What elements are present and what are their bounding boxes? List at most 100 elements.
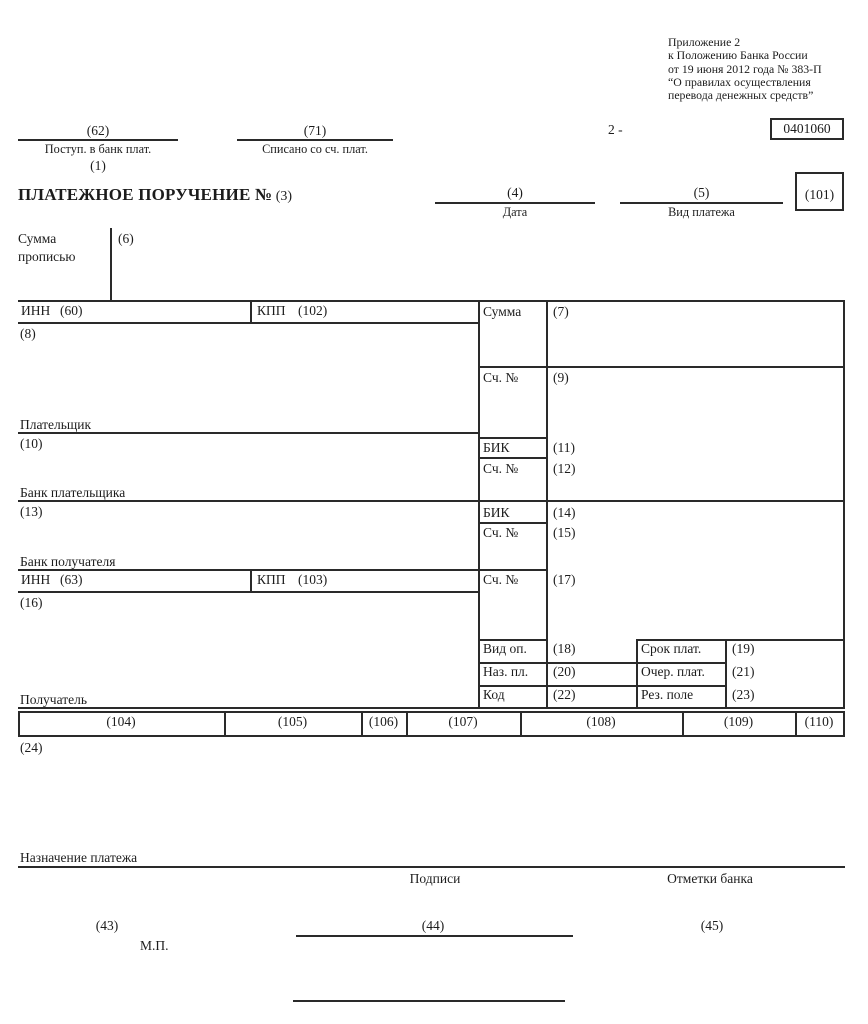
rule xyxy=(18,711,845,713)
rule xyxy=(725,639,727,709)
rule xyxy=(250,569,252,593)
field-12-payer-bank-acct: (12) xyxy=(553,461,576,476)
field-19-pay-term: (19) xyxy=(732,641,755,656)
appendix-line: от 19 июня 2012 года № 383-П xyxy=(668,61,822,76)
amount-label: Сумма xyxy=(483,304,522,319)
field-104: (104) xyxy=(106,714,136,729)
field-62-received-date: (62) xyxy=(86,123,110,138)
field-102-payer-kpp: (102) xyxy=(298,303,328,318)
payee-inn-label: ИНН xyxy=(21,572,51,587)
field-3: (3) xyxy=(275,189,293,204)
field-106: (106) xyxy=(368,714,399,729)
rule xyxy=(18,591,478,593)
rule xyxy=(478,685,727,687)
field-9-payer-account: (9) xyxy=(553,370,569,385)
form-code: 0401060 xyxy=(783,121,831,136)
rule xyxy=(478,437,548,439)
rule xyxy=(18,707,845,709)
rule xyxy=(478,522,548,524)
rule xyxy=(546,300,548,709)
rule xyxy=(520,711,522,737)
appendix-line: Приложение 2 xyxy=(668,35,741,49)
purpose-caption: Назначение платежа xyxy=(20,850,138,865)
field-60-payer-inn: (60) xyxy=(60,303,83,318)
payer-account-label: Сч. № xyxy=(483,370,519,385)
pay-term-label: Срок плат. xyxy=(641,641,702,656)
payee-bank-acct-label: Сч. № xyxy=(483,525,519,540)
rule xyxy=(636,639,638,709)
rule xyxy=(361,711,363,737)
field-11-payer-bank-bic: (11) xyxy=(553,440,575,455)
rule xyxy=(18,866,845,868)
payee-bank-bic-label: БИК xyxy=(483,505,510,520)
code-label: Код xyxy=(483,687,505,702)
payee-account-label: Сч. № xyxy=(483,572,519,587)
form-code-box xyxy=(770,118,844,140)
field-16-payee-name: (16) xyxy=(20,595,43,610)
payee-bank-caption: Банк получателя xyxy=(20,554,116,569)
field-44-signatures: (44) xyxy=(421,918,445,933)
field-15-payee-bank-acct: (15) xyxy=(553,525,576,540)
field-18-op-kind: (18) xyxy=(553,641,576,656)
bank-marks-caption: Отметки банка xyxy=(667,871,753,886)
appendix-line: “О правилах осуществления xyxy=(668,74,811,89)
rule xyxy=(478,300,480,709)
field-45-bank-marks: (45) xyxy=(700,918,724,933)
rule xyxy=(843,300,845,709)
form-title: ПЛАТЕЖНОЕ ПОРУЧЕНИЕ № (3) xyxy=(18,185,292,205)
rule xyxy=(18,322,478,324)
payer-caption: Плательщик xyxy=(20,417,92,432)
field-10-payer-bank: (10) xyxy=(20,436,43,451)
field-5-payment-kind: (5) xyxy=(693,185,710,200)
field-105: (105) xyxy=(277,714,308,729)
field-101-payer-status: (101) xyxy=(804,187,835,202)
rule xyxy=(18,500,845,502)
field-14-payee-bank-bic: (14) xyxy=(553,505,576,520)
field-8-payer-name: (8) xyxy=(20,326,36,341)
field-1: (1) xyxy=(90,158,106,173)
field-13-payee-bank: (13) xyxy=(20,504,43,519)
rule xyxy=(18,711,20,737)
form-title-text: ПЛАТЕЖНОЕ ПОРУЧЕНИЕ № xyxy=(18,185,273,204)
field-107: (107) xyxy=(448,714,478,729)
stamp-caption: М.П. xyxy=(140,938,169,953)
payer-kpp-label: КПП xyxy=(257,303,286,318)
field-21-pay-order: (21) xyxy=(732,664,755,679)
rule xyxy=(406,711,408,737)
date-caption: Дата xyxy=(502,205,528,219)
appendix-note: Приложение 2 к Положению Банка России от… xyxy=(668,35,822,103)
rule xyxy=(110,228,112,302)
page-mark: 2 - xyxy=(608,122,623,137)
rule xyxy=(478,366,845,368)
op-kind-label: Вид оп. xyxy=(483,641,527,656)
rule xyxy=(636,639,845,641)
purpose-code-label: Наз. пл. xyxy=(483,664,529,679)
field-63-payee-inn: (63) xyxy=(60,572,83,587)
field-23-reserve: (23) xyxy=(732,687,755,702)
field-110: (110) xyxy=(804,714,834,729)
amount-words-label-1: Сумма xyxy=(18,231,57,246)
rule xyxy=(224,711,226,737)
rule xyxy=(478,457,548,459)
rule xyxy=(293,1000,565,1002)
amount-words-label-2: прописью xyxy=(18,249,76,264)
rule xyxy=(620,202,783,204)
signatures-caption: Подписи xyxy=(409,871,461,886)
rule xyxy=(237,139,393,141)
debited-caption: Списано со сч. плат. xyxy=(262,142,368,156)
field-101-box xyxy=(795,172,844,211)
field-4-date: (4) xyxy=(507,185,523,200)
field-108: (108) xyxy=(586,714,616,729)
appendix-line: перевода денежных средств” xyxy=(668,88,814,103)
payer-inn-label: ИНН xyxy=(21,303,51,318)
rule xyxy=(682,711,684,737)
rule xyxy=(18,432,478,434)
field-109: (109) xyxy=(723,714,754,729)
field-20-purpose-code: (20) xyxy=(553,664,576,679)
rule xyxy=(795,711,797,737)
field-22-code: (22) xyxy=(553,687,576,702)
field-7-amount: (7) xyxy=(553,304,569,319)
payer-bank-acct-label: Сч. № xyxy=(483,461,519,476)
field-17-payee-account: (17) xyxy=(553,572,576,587)
rule xyxy=(18,569,548,571)
